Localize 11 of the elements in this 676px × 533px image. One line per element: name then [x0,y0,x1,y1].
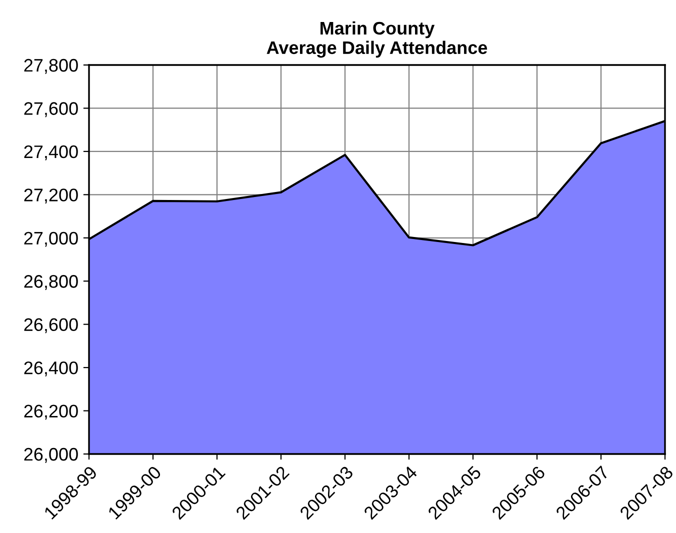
y-tick-label: 27,800 [24,58,78,74]
y-tick-label: 27,000 [24,232,78,247]
chart-title: Marin County Average Daily Attendance [266,21,488,58]
y-tick-label: 26,800 [24,275,78,290]
y-tick-label: 26,000 [24,448,78,463]
y-tick-label: 27,200 [24,188,78,204]
y-tick-label: 26,200 [24,404,78,420]
y-tick-label: 27,600 [24,102,78,118]
y-tick-label: 26,600 [24,318,78,334]
y-tick-label: 27,400 [24,145,78,160]
y-tick-label: 26,400 [24,361,78,376]
